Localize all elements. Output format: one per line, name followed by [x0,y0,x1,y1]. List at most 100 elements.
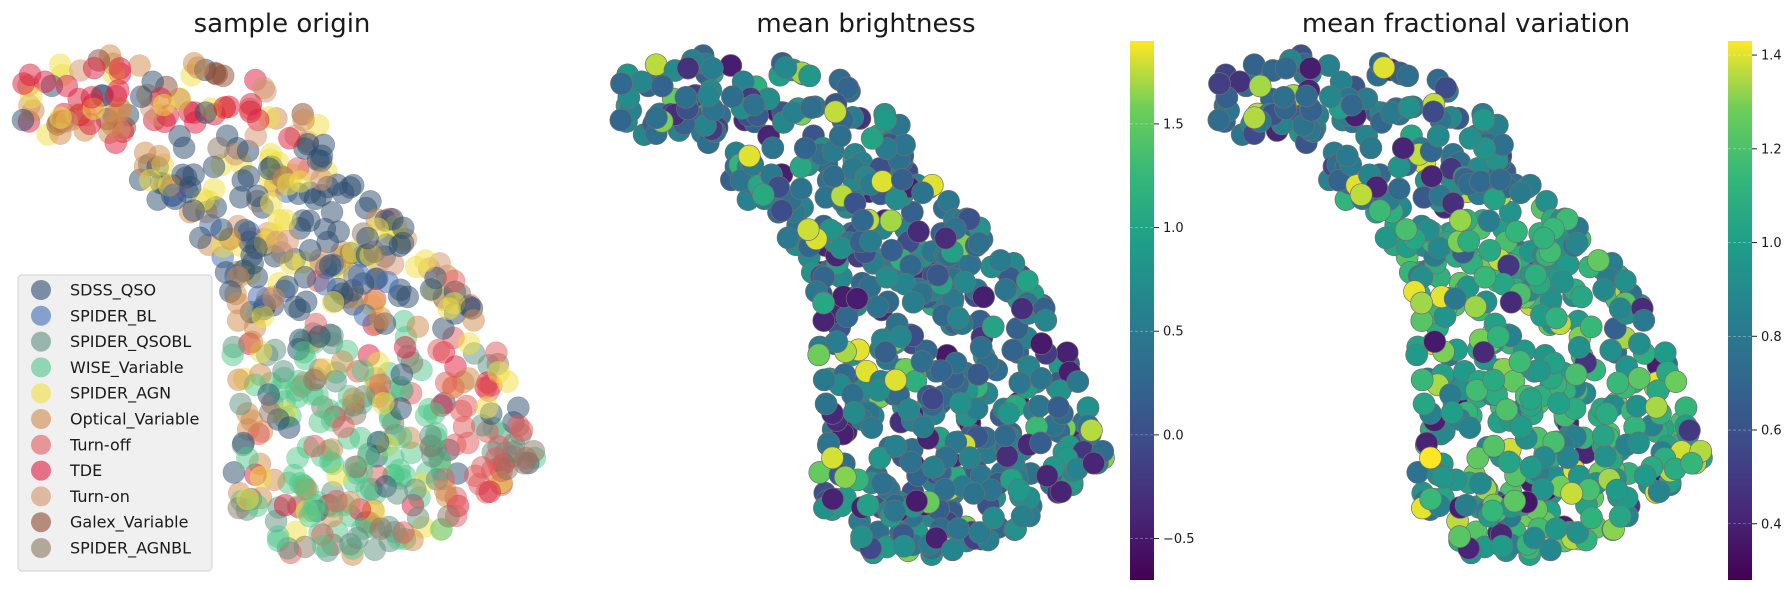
scatter-point [1469,170,1492,193]
scatter-point [1524,263,1548,287]
scatter-point [1387,177,1411,201]
scatter-point [1508,350,1532,373]
scatter-point [210,218,233,241]
scatter-point [1587,249,1610,272]
scatter-point [48,53,72,76]
scatter-point [1560,482,1584,505]
scatter-point [859,229,883,253]
scatter-point [1519,456,1543,479]
scatter-point [828,124,852,148]
scatter-point [934,226,958,250]
scatter-point [182,199,205,222]
scatter-point [1035,464,1059,488]
scatter-point [674,85,698,109]
scatter-point [1680,451,1703,475]
scatter-point [1410,368,1434,392]
colorbar-tick-label: −0.5 [1163,532,1195,547]
scatter-point [1599,338,1623,362]
panel-mean-brightness: mean brightness −0.5 0.0 0.5 1.0 1.5 [609,9,1195,580]
scatter-point [910,350,934,373]
scatter-point [211,64,235,88]
scatter-point [1591,424,1615,448]
scatter-point [419,424,442,448]
scatter-point [1483,187,1506,211]
scatter-point [363,538,387,562]
scatter-point [899,450,923,474]
legend-marker [31,512,51,533]
scatter-point [1448,525,1471,548]
colorbar-tick-label: 0.0 [1163,428,1184,443]
scatter-point [1410,291,1433,315]
scatter-point [1396,64,1420,88]
scatter-point [1497,450,1521,474]
scatter-point [422,402,446,425]
scatter-point [346,526,369,550]
scatter-point [319,450,342,474]
scatter-point [1469,472,1492,495]
scatter-point [1465,379,1488,402]
scatter-point [1556,446,1580,469]
scatter-point [997,402,1021,425]
scatter-point [332,415,355,439]
scatter-point [1295,84,1318,108]
scatter-point [510,418,534,442]
scatter-point [284,379,308,402]
legend-marker [31,409,51,429]
colorbar-tick-label: 1.5 [1163,117,1184,132]
scatter-point [1029,367,1053,390]
scatter-point [700,57,724,80]
scatter-point [1431,465,1455,489]
scatter-point [1368,199,1392,222]
scatter-point [1319,85,1342,109]
scatter-point [406,315,430,339]
legend-marker [31,331,51,352]
scatter-point [369,517,393,541]
scatter-point [836,76,860,100]
scatter-point [1034,309,1058,332]
scatter-point [929,359,953,383]
scatter-point [1464,295,1487,319]
scatter-point [812,291,835,315]
scatter-point [1531,477,1555,501]
scatter-point [414,249,437,272]
scatter-point [244,124,267,148]
scatter-point [993,424,1017,448]
scatter-point [1029,431,1052,455]
scatter-point [1633,464,1657,488]
scatter-point [213,96,237,119]
scatter-point [327,220,350,243]
scatter-point [880,238,904,262]
scatter-point [347,263,371,287]
scatter-point [262,287,285,310]
legend-marker [31,383,51,404]
scatter-point [1449,208,1472,232]
scatter-point [434,371,458,395]
scatter-point [972,285,995,309]
scatter-point [761,136,785,160]
scatter-point [455,394,478,418]
scatter-point [949,391,972,415]
scatter-point [897,398,921,422]
scatter-point [1055,341,1079,365]
scatter-point [1457,229,1481,253]
scatter-point [610,72,633,95]
scatter-point [946,517,970,541]
scatter-point [433,478,457,502]
scatter-point [1664,370,1688,393]
scatter-point [1454,493,1478,517]
scatter-point [1482,368,1506,392]
legend-marker [31,486,51,507]
scatter-point [1027,394,1051,418]
scatter-point [376,270,399,294]
scatter-point [245,236,268,260]
scatter-point [330,350,354,373]
legend-marker [31,357,51,378]
scatter-point [871,170,894,193]
scatter-point [824,100,847,124]
scatter-points-mean-fractional-variation [1207,44,1713,566]
scatter-point [342,456,366,479]
legend-label: Turn-on [69,487,130,506]
colorbar-tick-label: 1.4 [1761,49,1782,64]
scatter-point [875,265,899,289]
scatter-point [921,456,945,479]
